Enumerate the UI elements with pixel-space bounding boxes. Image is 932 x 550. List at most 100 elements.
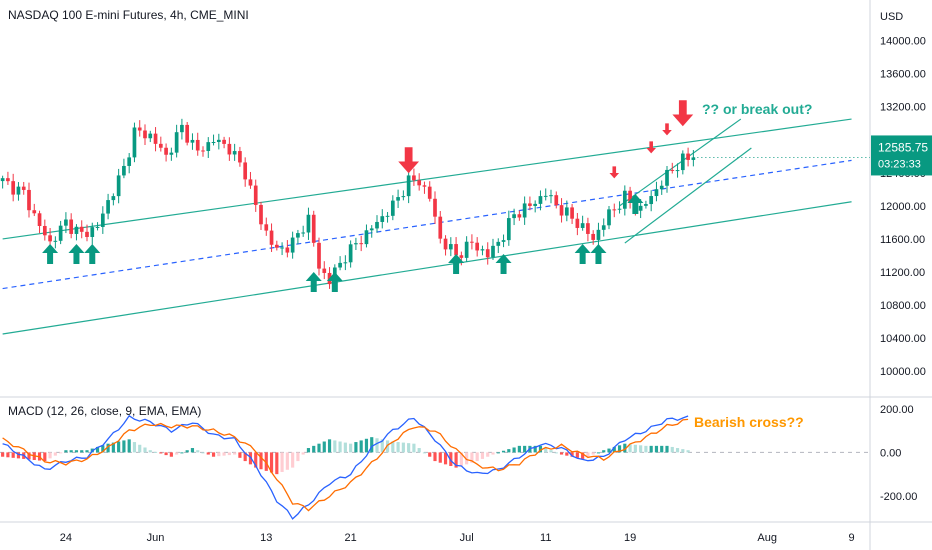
candle-body xyxy=(412,175,416,181)
macd-histogram-bar xyxy=(380,439,384,453)
macd-histogram-bar xyxy=(148,450,152,453)
down-arrow-icon xyxy=(646,141,656,154)
breakout-annotation: ?? or break out? xyxy=(702,101,812,117)
time-tick-label: Aug xyxy=(757,532,777,544)
macd-tick-label: -200.00 xyxy=(880,491,917,503)
macd-histogram-bar xyxy=(675,448,680,453)
macd-histogram-bar xyxy=(480,452,485,459)
down-arrow-icon xyxy=(609,166,620,179)
candle-body xyxy=(306,214,311,233)
candle-body xyxy=(480,249,485,251)
macd-histogram-bar xyxy=(111,442,115,453)
candle-body xyxy=(122,165,126,176)
macd-histogram-bar xyxy=(159,452,163,454)
candle-body xyxy=(338,262,342,268)
macd-histogram-bar xyxy=(660,445,664,453)
candle-body xyxy=(401,196,406,198)
macd-histogram-bar xyxy=(201,452,205,454)
macd-histogram-bar xyxy=(69,450,73,453)
candle-body xyxy=(649,196,654,205)
candle-body xyxy=(417,180,422,186)
channel-upper-line xyxy=(2,118,852,240)
candle-body xyxy=(354,243,358,245)
macd-histogram-bar xyxy=(501,450,506,453)
candle-body xyxy=(496,241,501,246)
up-arrow-icon xyxy=(84,244,101,264)
candle-body xyxy=(612,209,617,211)
macd-histogram-bar xyxy=(512,447,516,453)
candle-body xyxy=(317,242,321,269)
time-tick-label: 21 xyxy=(345,532,357,544)
macd-histogram-bar xyxy=(248,452,253,465)
macd-histogram-bar xyxy=(264,452,268,471)
macd-histogram-bar xyxy=(575,452,579,458)
macd-histogram-bar xyxy=(591,452,595,455)
macd-histogram-bar xyxy=(243,452,247,462)
macd-histogram-bar xyxy=(317,443,321,453)
macd-histogram-bar xyxy=(227,452,231,456)
bearish-cross-annotation: Bearish cross?? xyxy=(694,414,804,430)
macd-histogram-bar xyxy=(122,440,126,453)
candle-body xyxy=(348,244,353,263)
candle-body xyxy=(675,170,680,172)
candle-body xyxy=(364,230,369,245)
macd-histogram-bar xyxy=(312,445,316,453)
macd-histogram-bar xyxy=(269,452,274,473)
candle-body xyxy=(680,153,685,171)
macd-histogram-bar xyxy=(327,439,332,453)
candle-body xyxy=(64,219,68,226)
price-tick-label: 10000.00 xyxy=(880,366,926,378)
candle-body xyxy=(538,196,543,204)
macd-histogram-bar xyxy=(280,452,284,472)
candle-body xyxy=(190,139,195,143)
candle-body xyxy=(533,203,538,206)
candle-body xyxy=(69,219,74,234)
macd-histogram-bar xyxy=(343,442,347,453)
macd-histogram-bar xyxy=(259,452,263,470)
macd-histogram-bar xyxy=(27,452,31,460)
macd-histogram-bar xyxy=(559,452,564,455)
candle-body xyxy=(512,214,516,219)
macd-histogram-bar xyxy=(565,452,569,456)
candle-body xyxy=(438,216,443,239)
candle-body xyxy=(491,245,495,258)
macd-histogram-bar xyxy=(607,448,611,453)
candle-body xyxy=(100,213,105,227)
candle-body xyxy=(570,207,574,219)
macd-histogram-bar xyxy=(106,443,110,453)
price-tick-label: 13600.00 xyxy=(880,69,926,81)
candle-body xyxy=(285,247,290,253)
candle-body xyxy=(259,204,263,225)
candle-body xyxy=(248,179,253,186)
macd-histogram-bar xyxy=(507,449,511,453)
candle-body xyxy=(506,218,511,241)
macd-histogram-bar xyxy=(59,452,63,454)
macd-histogram-bar xyxy=(301,452,305,455)
macd-histogram-bar xyxy=(349,443,353,453)
macd-histogram-bar xyxy=(459,452,463,466)
candle-body xyxy=(638,205,643,211)
macd-histogram-bar xyxy=(338,441,342,453)
candle-body xyxy=(665,169,669,186)
macd-histogram-bar xyxy=(465,452,469,465)
time-tick-label: Jun xyxy=(147,532,165,544)
candle-body xyxy=(380,216,385,222)
macd-histogram-bar xyxy=(443,452,448,465)
candle-body xyxy=(238,151,242,163)
macd-indicator-label[interactable]: MACD (12, 26, close, 9, EMA, EMA) xyxy=(8,404,202,418)
candle-body xyxy=(433,198,437,217)
candle-body xyxy=(111,196,116,201)
price-tick-label: 12000.00 xyxy=(880,201,926,213)
macd-histogram-bar xyxy=(206,452,210,455)
candle-body xyxy=(227,143,232,155)
macd-histogram-bar xyxy=(217,452,221,457)
candle-body xyxy=(6,178,10,182)
macd-histogram-bar xyxy=(628,444,632,453)
candle-body xyxy=(522,203,527,218)
macd-line xyxy=(2,414,689,520)
macd-histogram-bar xyxy=(306,448,311,453)
macd-histogram-bar xyxy=(275,452,279,475)
up-arrow-icon xyxy=(627,194,644,214)
macd-histogram-bar xyxy=(385,440,390,453)
